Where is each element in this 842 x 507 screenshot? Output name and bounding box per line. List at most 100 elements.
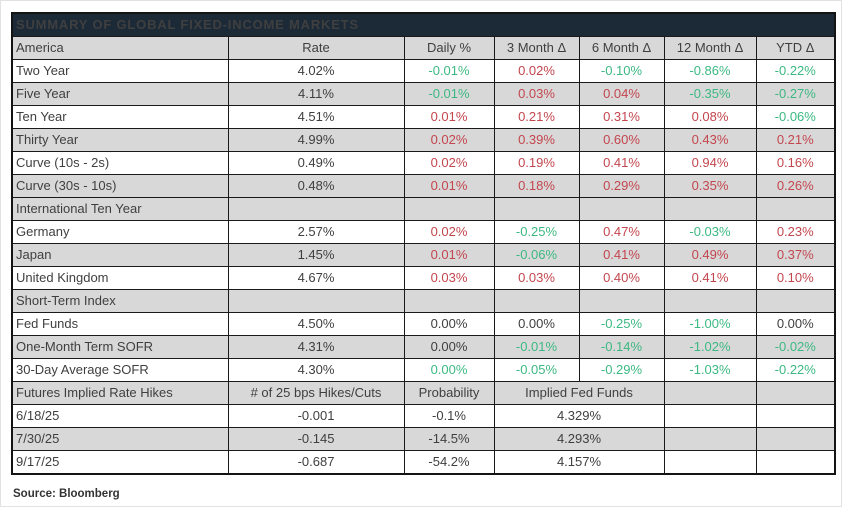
row-label: 6/18/25 (11, 404, 229, 428)
12month-cell: -0.03% (663, 220, 757, 244)
daily-cell: -0.01% (403, 82, 495, 106)
rate-cell: 4.99% (227, 128, 405, 152)
row-label: Ten Year (11, 105, 229, 129)
empty-cell (493, 289, 580, 313)
3month-cell: 0.03% (493, 266, 580, 290)
6month-cell: 0.31% (578, 105, 665, 129)
3month-cell: 0.02% (493, 59, 580, 83)
rate-cell: 4.30% (227, 358, 405, 382)
ytd-cell: 0.00% (755, 312, 836, 336)
12month-cell: -0.86% (663, 59, 757, 83)
ytd-cell: 0.16% (755, 151, 836, 175)
12month-cell: -1.00% (663, 312, 757, 336)
empty-cell (493, 197, 580, 221)
column-header-america: America (11, 36, 229, 60)
rate-cell: 0.49% (227, 151, 405, 175)
6month-cell: 0.47% (578, 220, 665, 244)
12month-cell: 0.43% (663, 128, 757, 152)
row-label: Germany (11, 220, 229, 244)
probability-cell: -0.1% (403, 404, 495, 428)
rate-cell: 4.31% (227, 335, 405, 359)
3month-cell: 0.39% (493, 128, 580, 152)
ytd-cell: 0.10% (755, 266, 836, 290)
ytd-cell: -0.02% (755, 335, 836, 359)
futures-row-9-17-25: 9/17/25 -0.687 -54.2% 4.157% (11, 450, 836, 475)
empty-cell (578, 289, 665, 313)
column-header-3month: 3 Month Δ (493, 36, 580, 60)
3month-cell: 0.03% (493, 82, 580, 106)
futures-implied-header: Implied Fed Funds (493, 381, 665, 405)
table-title: SUMMARY OF GLOBAL FIXED-INCOME MARKETS (11, 12, 836, 37)
futures-hikes-header: # of 25 bps Hikes/Cuts (227, 381, 405, 405)
12month-cell: -1.03% (663, 358, 757, 382)
hikes-cell: -0.001 (227, 404, 405, 428)
daily-cell: 0.02% (403, 151, 495, 175)
section-row-international: International Ten Year (11, 197, 836, 221)
rate-cell: 4.67% (227, 266, 405, 290)
table-row-thirty-year: Thirty Year 4.99% 0.02% 0.39% 0.60% 0.43… (11, 128, 836, 152)
6month-cell: 0.29% (578, 174, 665, 198)
3month-cell: 0.21% (493, 105, 580, 129)
empty-cell (663, 289, 757, 313)
empty-cell (663, 427, 757, 451)
table-row-japan: Japan 1.45% 0.01% -0.06% 0.41% 0.49% 0.3… (11, 243, 836, 267)
empty-cell (755, 427, 836, 451)
row-label: Curve (30s - 10s) (11, 174, 229, 198)
table-row-germany: Germany 2.57% 0.02% -0.25% 0.47% -0.03% … (11, 220, 836, 244)
table-row-two-year: Two Year 4.02% -0.01% 0.02% -0.10% -0.86… (11, 59, 836, 83)
daily-cell: -0.01% (403, 59, 495, 83)
ytd-cell: 0.26% (755, 174, 836, 198)
12month-cell: 0.35% (663, 174, 757, 198)
probability-cell: -54.2% (403, 450, 495, 475)
row-label: 30-Day Average SOFR (11, 358, 229, 382)
source-note: Source: Bloomberg (13, 488, 120, 500)
row-label: Japan (11, 243, 229, 267)
12month-cell: -0.35% (663, 82, 757, 106)
daily-cell: 0.00% (403, 312, 495, 336)
6month-cell: 0.60% (578, 128, 665, 152)
ytd-cell: 0.37% (755, 243, 836, 267)
empty-cell (755, 404, 836, 428)
ytd-cell: -0.22% (755, 358, 836, 382)
empty-cell (663, 381, 757, 405)
daily-cell: 0.00% (403, 358, 495, 382)
rate-cell: 2.57% (227, 220, 405, 244)
3month-cell: 0.00% (493, 312, 580, 336)
rate-cell: 4.02% (227, 59, 405, 83)
empty-cell (578, 197, 665, 221)
row-label: Two Year (11, 59, 229, 83)
6month-cell: 0.41% (578, 151, 665, 175)
ytd-cell: -0.22% (755, 59, 836, 83)
ytd-cell: 0.23% (755, 220, 836, 244)
row-label: Curve (10s - 2s) (11, 151, 229, 175)
3month-cell: -0.25% (493, 220, 580, 244)
daily-cell: 0.03% (403, 266, 495, 290)
column-header-ytd: YTD Δ (755, 36, 836, 60)
empty-cell (403, 197, 495, 221)
12month-cell: -1.02% (663, 335, 757, 359)
empty-cell (663, 450, 757, 475)
6month-cell: -0.10% (578, 59, 665, 83)
column-header-6month: 6 Month Δ (578, 36, 665, 60)
hikes-cell: -0.145 (227, 427, 405, 451)
table-row-one-month-sofr: One-Month Term SOFR 4.31% 0.00% -0.01% -… (11, 335, 836, 359)
table-row-fed-funds: Fed Funds 4.50% 0.00% 0.00% -0.25% -1.00… (11, 312, 836, 336)
empty-cell (403, 289, 495, 313)
empty-cell (227, 289, 405, 313)
table-row-five-year: Five Year 4.11% -0.01% 0.03% 0.04% -0.35… (11, 82, 836, 106)
column-header-daily: Daily % (403, 36, 495, 60)
empty-cell (227, 197, 405, 221)
rate-cell: 1.45% (227, 243, 405, 267)
ytd-cell: -0.06% (755, 105, 836, 129)
3month-cell: 0.19% (493, 151, 580, 175)
table-row-ten-year: Ten Year 4.51% 0.01% 0.21% 0.31% 0.08% -… (11, 105, 836, 129)
3month-cell: -0.01% (493, 335, 580, 359)
hikes-cell: -0.687 (227, 450, 405, 475)
row-label: One-Month Term SOFR (11, 335, 229, 359)
daily-cell: 0.02% (403, 128, 495, 152)
rate-cell: 4.51% (227, 105, 405, 129)
3month-cell: 0.18% (493, 174, 580, 198)
section-label: Short-Term Index (11, 289, 229, 313)
futures-probability-header: Probability (403, 381, 495, 405)
implied-cell: 4.157% (493, 450, 665, 475)
